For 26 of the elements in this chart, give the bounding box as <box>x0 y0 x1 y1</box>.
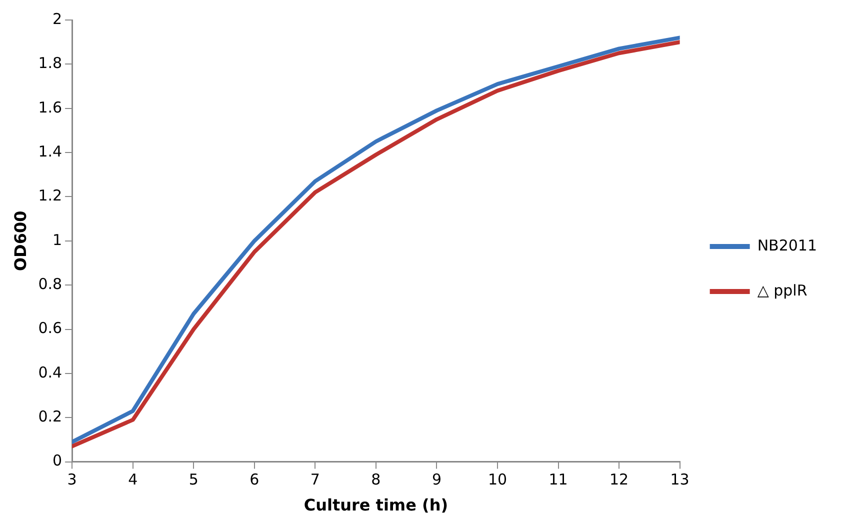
x-tick-label: 9 <box>432 470 442 489</box>
x-tick-label: 5 <box>188 470 198 489</box>
y-tick-label: 1 <box>52 230 62 249</box>
y-tick-label: 0.6 <box>38 319 62 338</box>
x-tick-label: 11 <box>548 470 568 489</box>
y-tick-label: 1.8 <box>38 54 62 72</box>
y-tick-label: 1.2 <box>38 186 62 205</box>
x-tick-label: 10 <box>488 470 508 489</box>
legend-label: △ pplR <box>757 281 808 300</box>
x-tick-label: 6 <box>250 470 260 489</box>
y-tick-label: 0.4 <box>38 363 62 382</box>
x-tick-label: 3 <box>67 470 77 489</box>
x-tick-label: 13 <box>670 470 690 489</box>
x-tick-label: 8 <box>371 470 381 489</box>
y-tick-label: 1.4 <box>38 142 62 160</box>
y-tick-label: 1.6 <box>38 98 62 116</box>
y-tick-label: 0.2 <box>38 408 62 426</box>
x-tick-label: 12 <box>609 470 629 489</box>
x-tick-label: 7 <box>310 470 320 489</box>
x-tick-label: 4 <box>128 470 138 489</box>
y-axis-title: OD600 <box>10 210 30 272</box>
y-tick-label: 2 <box>52 10 62 28</box>
legend-label: NB2011 <box>757 236 817 254</box>
y-tick-label: 0.8 <box>38 274 62 293</box>
x-axis-title: Culture time (h) <box>304 496 448 515</box>
y-tick-label: 0 <box>52 452 62 470</box>
